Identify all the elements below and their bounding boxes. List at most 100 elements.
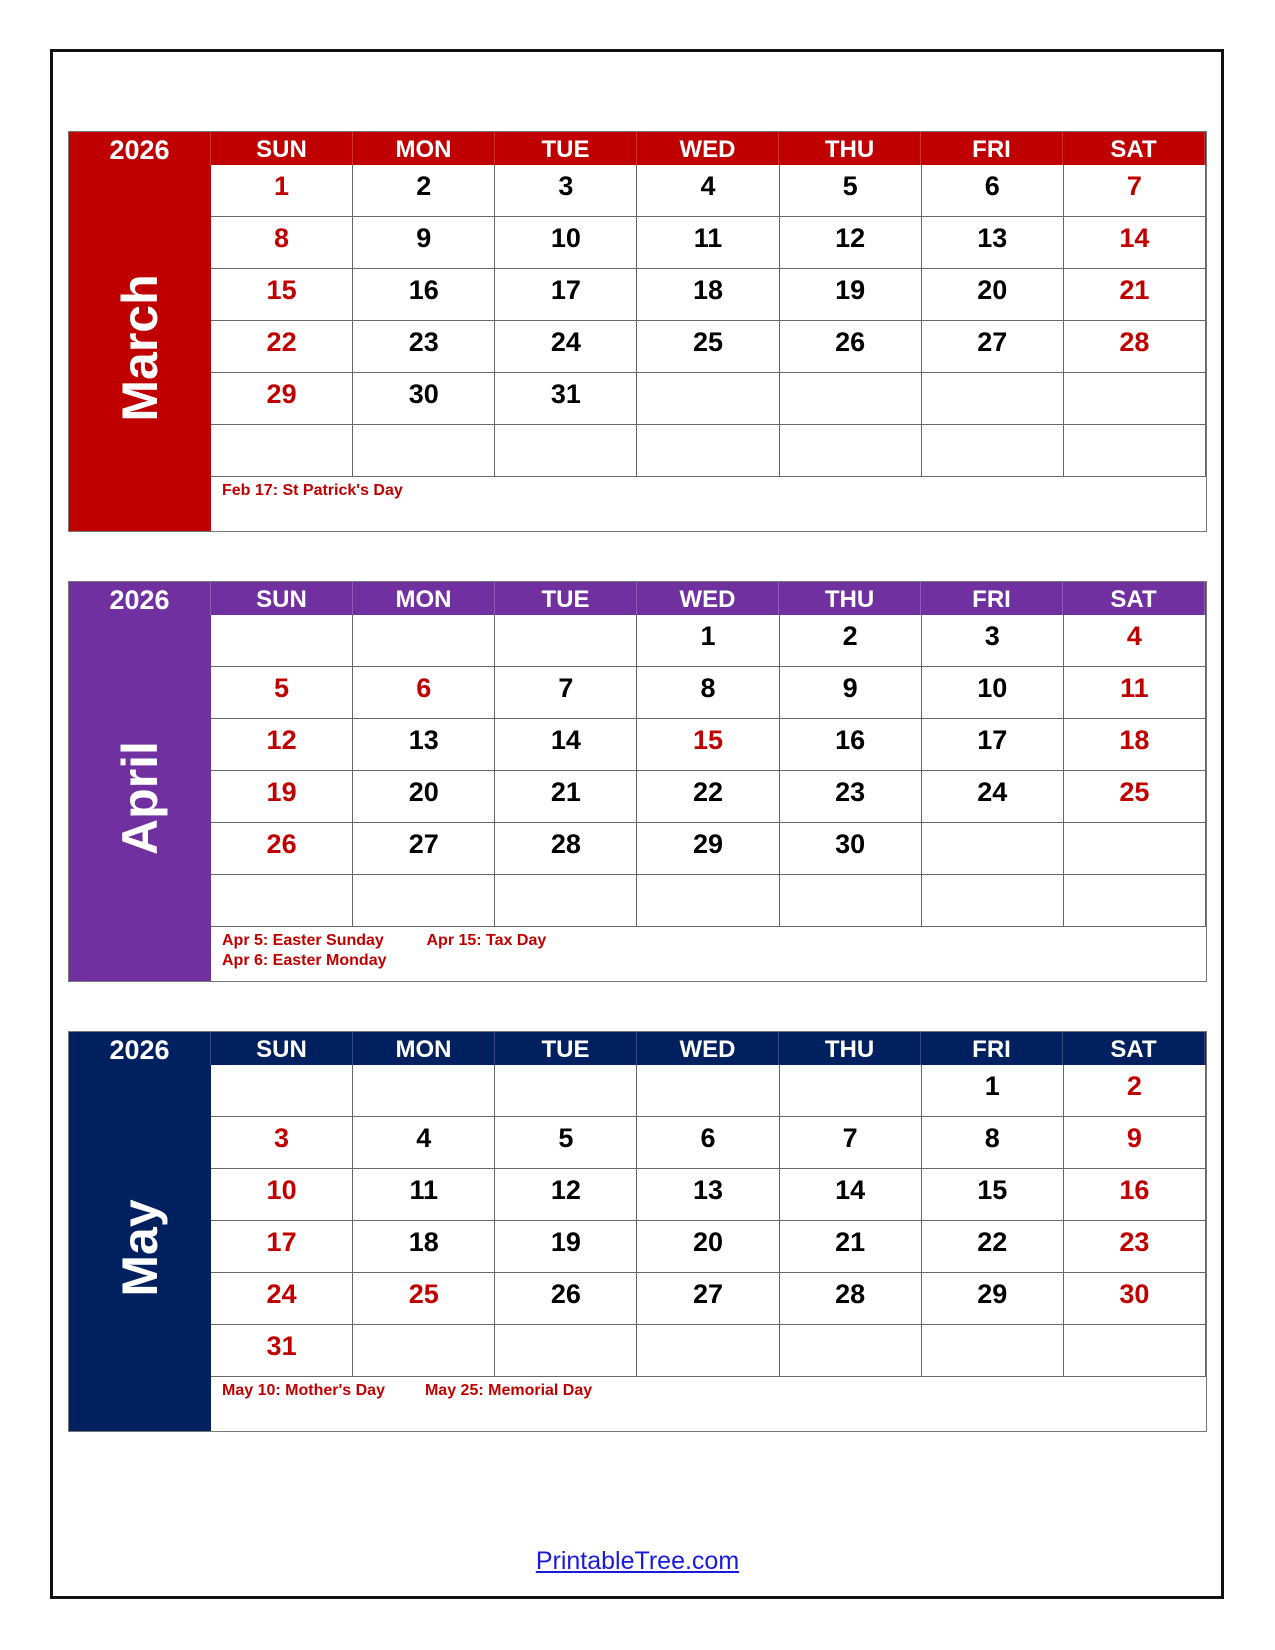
weekday-header: SUN <box>211 582 353 615</box>
day-cell: 13 <box>637 1169 780 1221</box>
empty-cell <box>921 823 1064 875</box>
day-cell: 24 <box>211 1273 354 1325</box>
day-cell: 22 <box>921 1221 1064 1273</box>
day-cell: 6 <box>353 667 496 719</box>
day-cell: 3 <box>495 165 638 217</box>
day-cell: 29 <box>921 1273 1064 1325</box>
holiday-note: May 10: Mother's Day <box>222 1382 385 1399</box>
day-cell: 7 <box>495 667 638 719</box>
empty-cell <box>779 425 922 477</box>
day-cell: 22 <box>211 321 354 373</box>
holiday-note: May 25: Memorial Day <box>424 1382 593 1399</box>
month-name: May <box>112 1199 168 1297</box>
empty-cell <box>1063 1325 1206 1377</box>
weekday-header: WED <box>637 582 779 615</box>
day-cell: 12 <box>211 719 354 771</box>
day-cell: 17 <box>921 719 1064 771</box>
month-calendar-may: 2026 SUN MON TUE WED THU FRI SAT May 1 2 3 4 5 6 7 8 9 10 1… <box>68 1031 1207 1432</box>
day-cell: 5 <box>495 1117 638 1169</box>
empty-cell <box>353 875 496 927</box>
year-label: 2026 <box>69 1032 211 1065</box>
weekday-header: SUN <box>211 132 353 165</box>
day-cell: 1 <box>637 615 780 667</box>
weekday-header: TUE <box>495 582 637 615</box>
day-cell: 27 <box>353 823 496 875</box>
day-cell: 15 <box>211 269 354 321</box>
day-cell: 9 <box>779 667 922 719</box>
empty-cell <box>211 1065 354 1117</box>
day-cell: 10 <box>921 667 1064 719</box>
day-cell: 15 <box>921 1169 1064 1221</box>
day-cell: 30 <box>1063 1273 1206 1325</box>
weekday-header: SAT <box>1063 582 1205 615</box>
month-sidebar: April <box>69 615 211 981</box>
day-cell: 18 <box>1063 719 1206 771</box>
day-cell: 26 <box>779 321 922 373</box>
day-cell: 11 <box>1063 667 1206 719</box>
day-cell: 27 <box>921 321 1064 373</box>
empty-cell <box>495 1065 638 1117</box>
day-cell: 8 <box>637 667 780 719</box>
day-cell: 16 <box>1063 1169 1206 1221</box>
day-cell: 9 <box>1063 1117 1206 1169</box>
empty-cell <box>637 373 780 425</box>
empty-cell <box>495 1325 638 1377</box>
day-cell: 2 <box>353 165 496 217</box>
weekday-header: MON <box>353 1032 495 1065</box>
day-cell: 16 <box>353 269 496 321</box>
day-cell: 30 <box>353 373 496 425</box>
day-cell: 8 <box>211 217 354 269</box>
empty-cell <box>779 875 922 927</box>
weekday-header: WED <box>637 132 779 165</box>
day-cell: 26 <box>211 823 354 875</box>
day-cell: 3 <box>211 1117 354 1169</box>
day-cell: 8 <box>921 1117 1064 1169</box>
day-cell: 1 <box>211 165 354 217</box>
empty-cell <box>495 615 638 667</box>
day-cell: 11 <box>637 217 780 269</box>
day-cell: 14 <box>779 1169 922 1221</box>
empty-cell <box>353 615 496 667</box>
day-cell: 20 <box>637 1221 780 1273</box>
day-cell: 6 <box>637 1117 780 1169</box>
weekday-header: THU <box>779 1032 921 1065</box>
holiday-note: Apr 15: Tax Day <box>426 932 547 949</box>
day-cell: 5 <box>211 667 354 719</box>
weekday-header: TUE <box>495 132 637 165</box>
day-cell: 24 <box>921 771 1064 823</box>
day-cell: 15 <box>637 719 780 771</box>
day-cell: 4 <box>1063 615 1206 667</box>
day-cell: 25 <box>1063 771 1206 823</box>
weekday-header: WED <box>637 1032 779 1065</box>
empty-cell <box>211 425 354 477</box>
month-name: March <box>112 274 168 422</box>
day-cell: 7 <box>1063 165 1206 217</box>
day-cell: 17 <box>495 269 638 321</box>
day-cell: 26 <box>495 1273 638 1325</box>
empty-cell <box>1063 875 1206 927</box>
day-cell: 16 <box>779 719 922 771</box>
day-cell: 29 <box>637 823 780 875</box>
day-cell: 29 <box>211 373 354 425</box>
weekday-header: TUE <box>495 1032 637 1065</box>
empty-cell <box>1063 425 1206 477</box>
weekday-header: THU <box>779 582 921 615</box>
empty-cell <box>779 373 922 425</box>
empty-cell <box>353 1325 496 1377</box>
day-cell: 7 <box>779 1117 922 1169</box>
day-cell: 23 <box>1063 1221 1206 1273</box>
day-cell: 30 <box>779 823 922 875</box>
day-cell: 27 <box>637 1273 780 1325</box>
day-cell: 10 <box>211 1169 354 1221</box>
day-cell: 14 <box>495 719 638 771</box>
day-cell: 18 <box>637 269 780 321</box>
year-label: 2026 <box>69 582 211 615</box>
month-calendar-april: 2026 SUN MON TUE WED THU FRI SAT April 1 2 3 4 5 6 7 8 9 1… <box>68 581 1207 982</box>
day-cell: 14 <box>1063 217 1206 269</box>
day-cell: 12 <box>779 217 922 269</box>
day-cell: 19 <box>211 771 354 823</box>
page-border <box>50 49 1224 1599</box>
printabletree-link[interactable]: PrintableTree.com <box>535 1547 740 1575</box>
day-cell: 3 <box>921 615 1064 667</box>
weekday-header: FRI <box>921 582 1063 615</box>
